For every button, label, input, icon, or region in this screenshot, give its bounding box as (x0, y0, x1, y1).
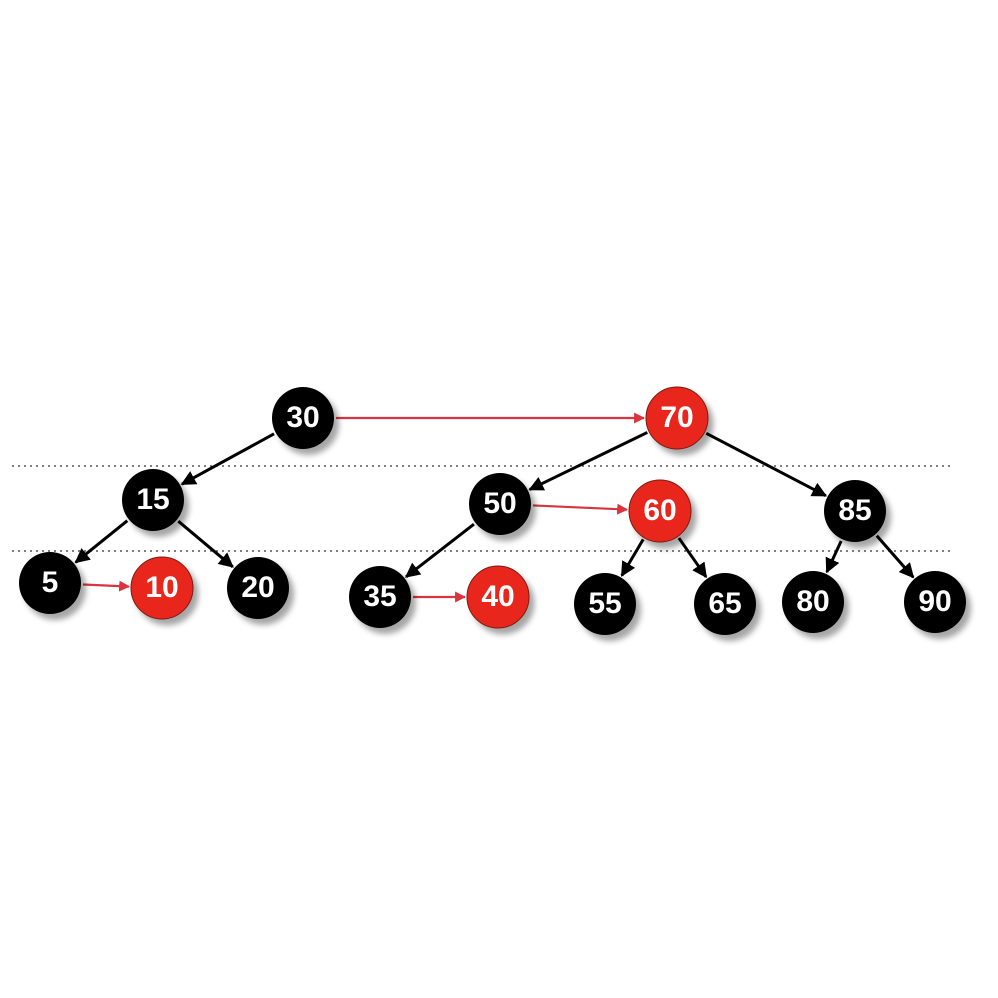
node-circle (824, 480, 886, 542)
edge-60-to-55-child-link (620, 538, 645, 577)
node-circle (782, 571, 844, 633)
node-60-red: 60 (628, 479, 692, 543)
edge-15-to-20-child-link (177, 520, 234, 568)
edge-15-to-5-child-link (74, 519, 129, 564)
node-40-red: 40 (466, 565, 530, 629)
edge-85-to-80-child-link (825, 540, 843, 574)
node-85-black: 85 (824, 480, 886, 542)
node-label: 65 (708, 587, 741, 620)
edge-30-to-15-child-link (180, 432, 275, 486)
node-circle (469, 473, 531, 535)
node-70-red: 70 (645, 386, 709, 450)
node-65-black: 65 (694, 573, 756, 635)
node-label: 50 (483, 487, 516, 520)
node-circle (645, 386, 709, 450)
node-20-black: 20 (227, 557, 289, 619)
node-circle (628, 479, 692, 543)
node-label: 90 (918, 585, 951, 618)
node-15-black: 15 (122, 469, 184, 531)
node-circle (904, 571, 966, 633)
edges-layer (74, 412, 915, 603)
node-80-black: 80 (782, 571, 844, 633)
edge-70-to-85-child-link (705, 431, 828, 498)
edge-50-to-35-child-link (404, 523, 475, 578)
node-30-black: 30 (272, 387, 334, 449)
node-label: 40 (481, 580, 514, 613)
edge-50-to-60-red-link (532, 503, 629, 515)
node-circle (694, 573, 756, 635)
node-label: 30 (286, 401, 319, 434)
node-label: 60 (643, 494, 676, 527)
node-label: 20 (241, 571, 274, 604)
node-circle (19, 552, 81, 614)
edge-5-to-10-red-link (82, 580, 131, 592)
edge-60-to-65-child-link (677, 537, 708, 579)
node-label: 85 (838, 494, 871, 527)
node-label: 10 (145, 571, 178, 604)
node-circle (349, 566, 411, 628)
nodes-layer: 30 70 15 50 60 85 5 10 20 35 40 55 65 80 90 (19, 386, 966, 635)
node-55-black: 55 (574, 573, 636, 635)
edge-70-to-50-child-link (528, 431, 648, 491)
node-circle (574, 573, 636, 635)
node-5-black: 5 (19, 552, 81, 614)
node-circle (466, 565, 530, 629)
node-label: 80 (796, 585, 829, 618)
node-circle (272, 387, 334, 449)
node-35-black: 35 (349, 566, 411, 628)
node-label: 35 (363, 580, 396, 613)
level-separators (12, 465, 952, 552)
node-label: 55 (588, 587, 621, 620)
node-50-black: 50 (469, 473, 531, 535)
node-90-black: 90 (904, 571, 966, 633)
edge-85-to-90-child-link (875, 534, 915, 579)
node-circle (130, 556, 194, 620)
node-10-red: 10 (130, 556, 194, 620)
node-circle (227, 557, 289, 619)
node-circle (122, 469, 184, 531)
node-label: 70 (660, 401, 693, 434)
node-label: 5 (42, 566, 59, 599)
node-label: 15 (136, 483, 169, 516)
